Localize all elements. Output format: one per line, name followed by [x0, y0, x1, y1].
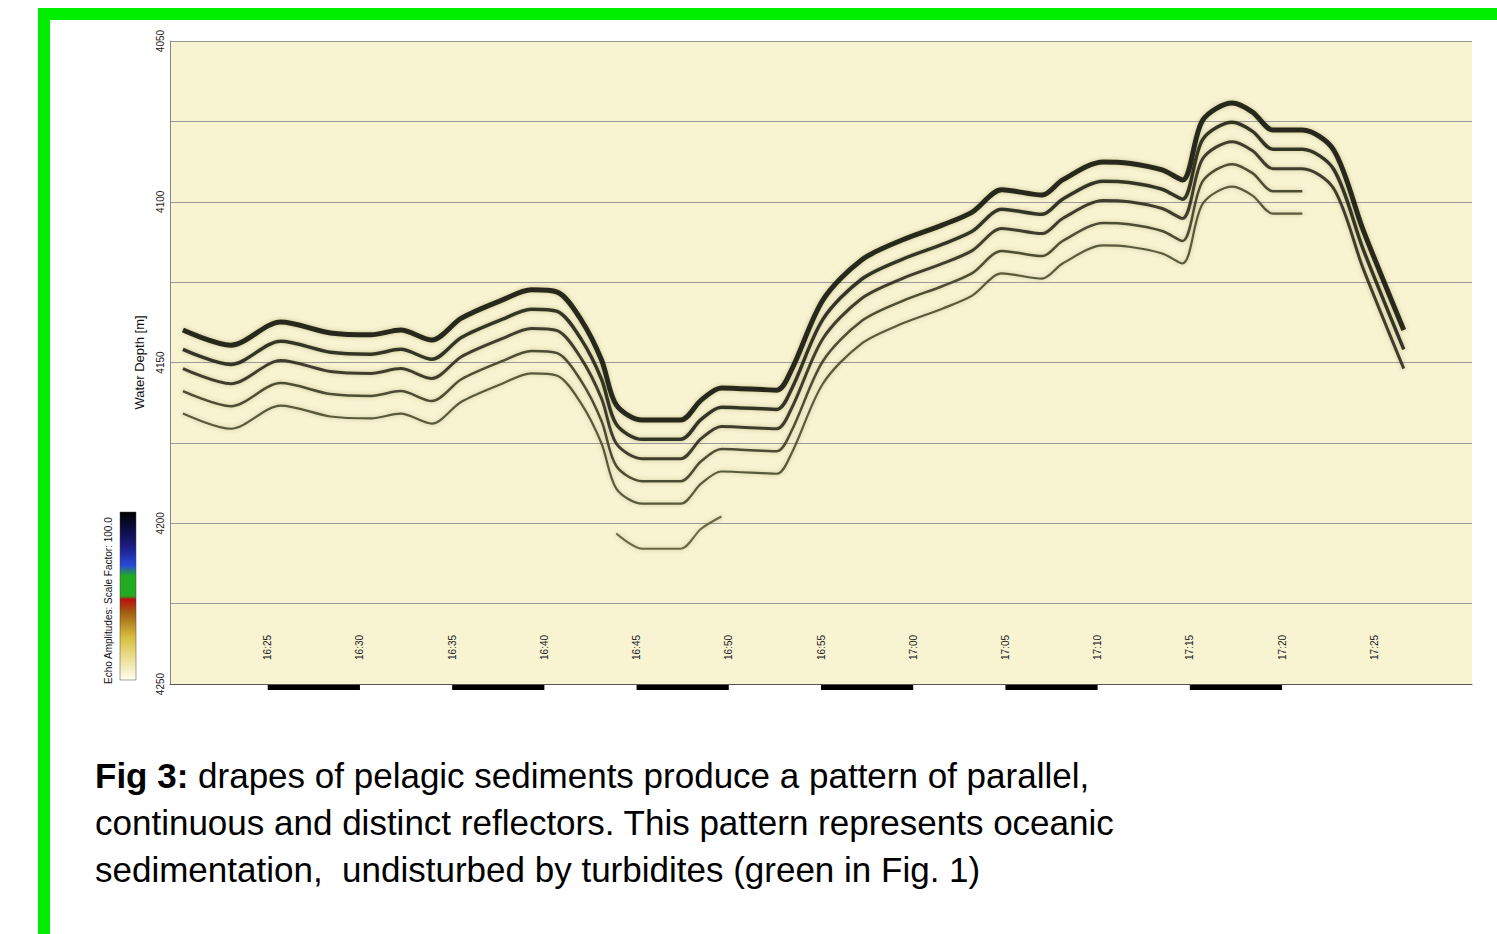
svg-text:16:55: 16:55 [816, 635, 827, 660]
svg-text:16:30: 16:30 [354, 635, 365, 660]
svg-text:17:20: 17:20 [1277, 635, 1288, 660]
svg-text:17:25: 17:25 [1369, 635, 1380, 660]
html-text:sedimentation, undisturbed by: sedimentation, undisturbed by turbidites… [95, 850, 981, 889]
svg-text:17:10: 17:10 [1092, 635, 1103, 660]
svg-text:16:25: 16:25 [262, 635, 273, 660]
svg-text:16:35: 16:35 [447, 635, 458, 660]
svg-text:4100: 4100 [155, 190, 166, 213]
svg-text:4200: 4200 [155, 512, 166, 535]
svg-text:16:50: 16:50 [723, 635, 734, 660]
svg-text:17:05: 17:05 [1000, 635, 1011, 660]
svg-text:4150: 4150 [155, 351, 166, 374]
svg-text:4250: 4250 [155, 672, 166, 695]
svg-text:17:15: 17:15 [1184, 635, 1195, 660]
svg-text:16:40: 16:40 [539, 635, 550, 660]
svg-text:16:45: 16:45 [631, 635, 642, 660]
html-text:continuous and distinct reflec: continuous and distinct reflectors. This… [95, 803, 1114, 842]
svg-text:Echo Amplitudes: Scale Factor:: Echo Amplitudes: Scale Factor: 100.0 [103, 517, 114, 684]
svg-text:17:00: 17:00 [908, 635, 919, 660]
svg-text:4050: 4050 [155, 29, 166, 52]
svg-text:Water Depth [m]: Water Depth [m] [132, 315, 147, 409]
html-text:Fig 3: drapes of pelagic sedim: Fig 3: drapes of pelagic sediments produ… [95, 756, 1090, 795]
